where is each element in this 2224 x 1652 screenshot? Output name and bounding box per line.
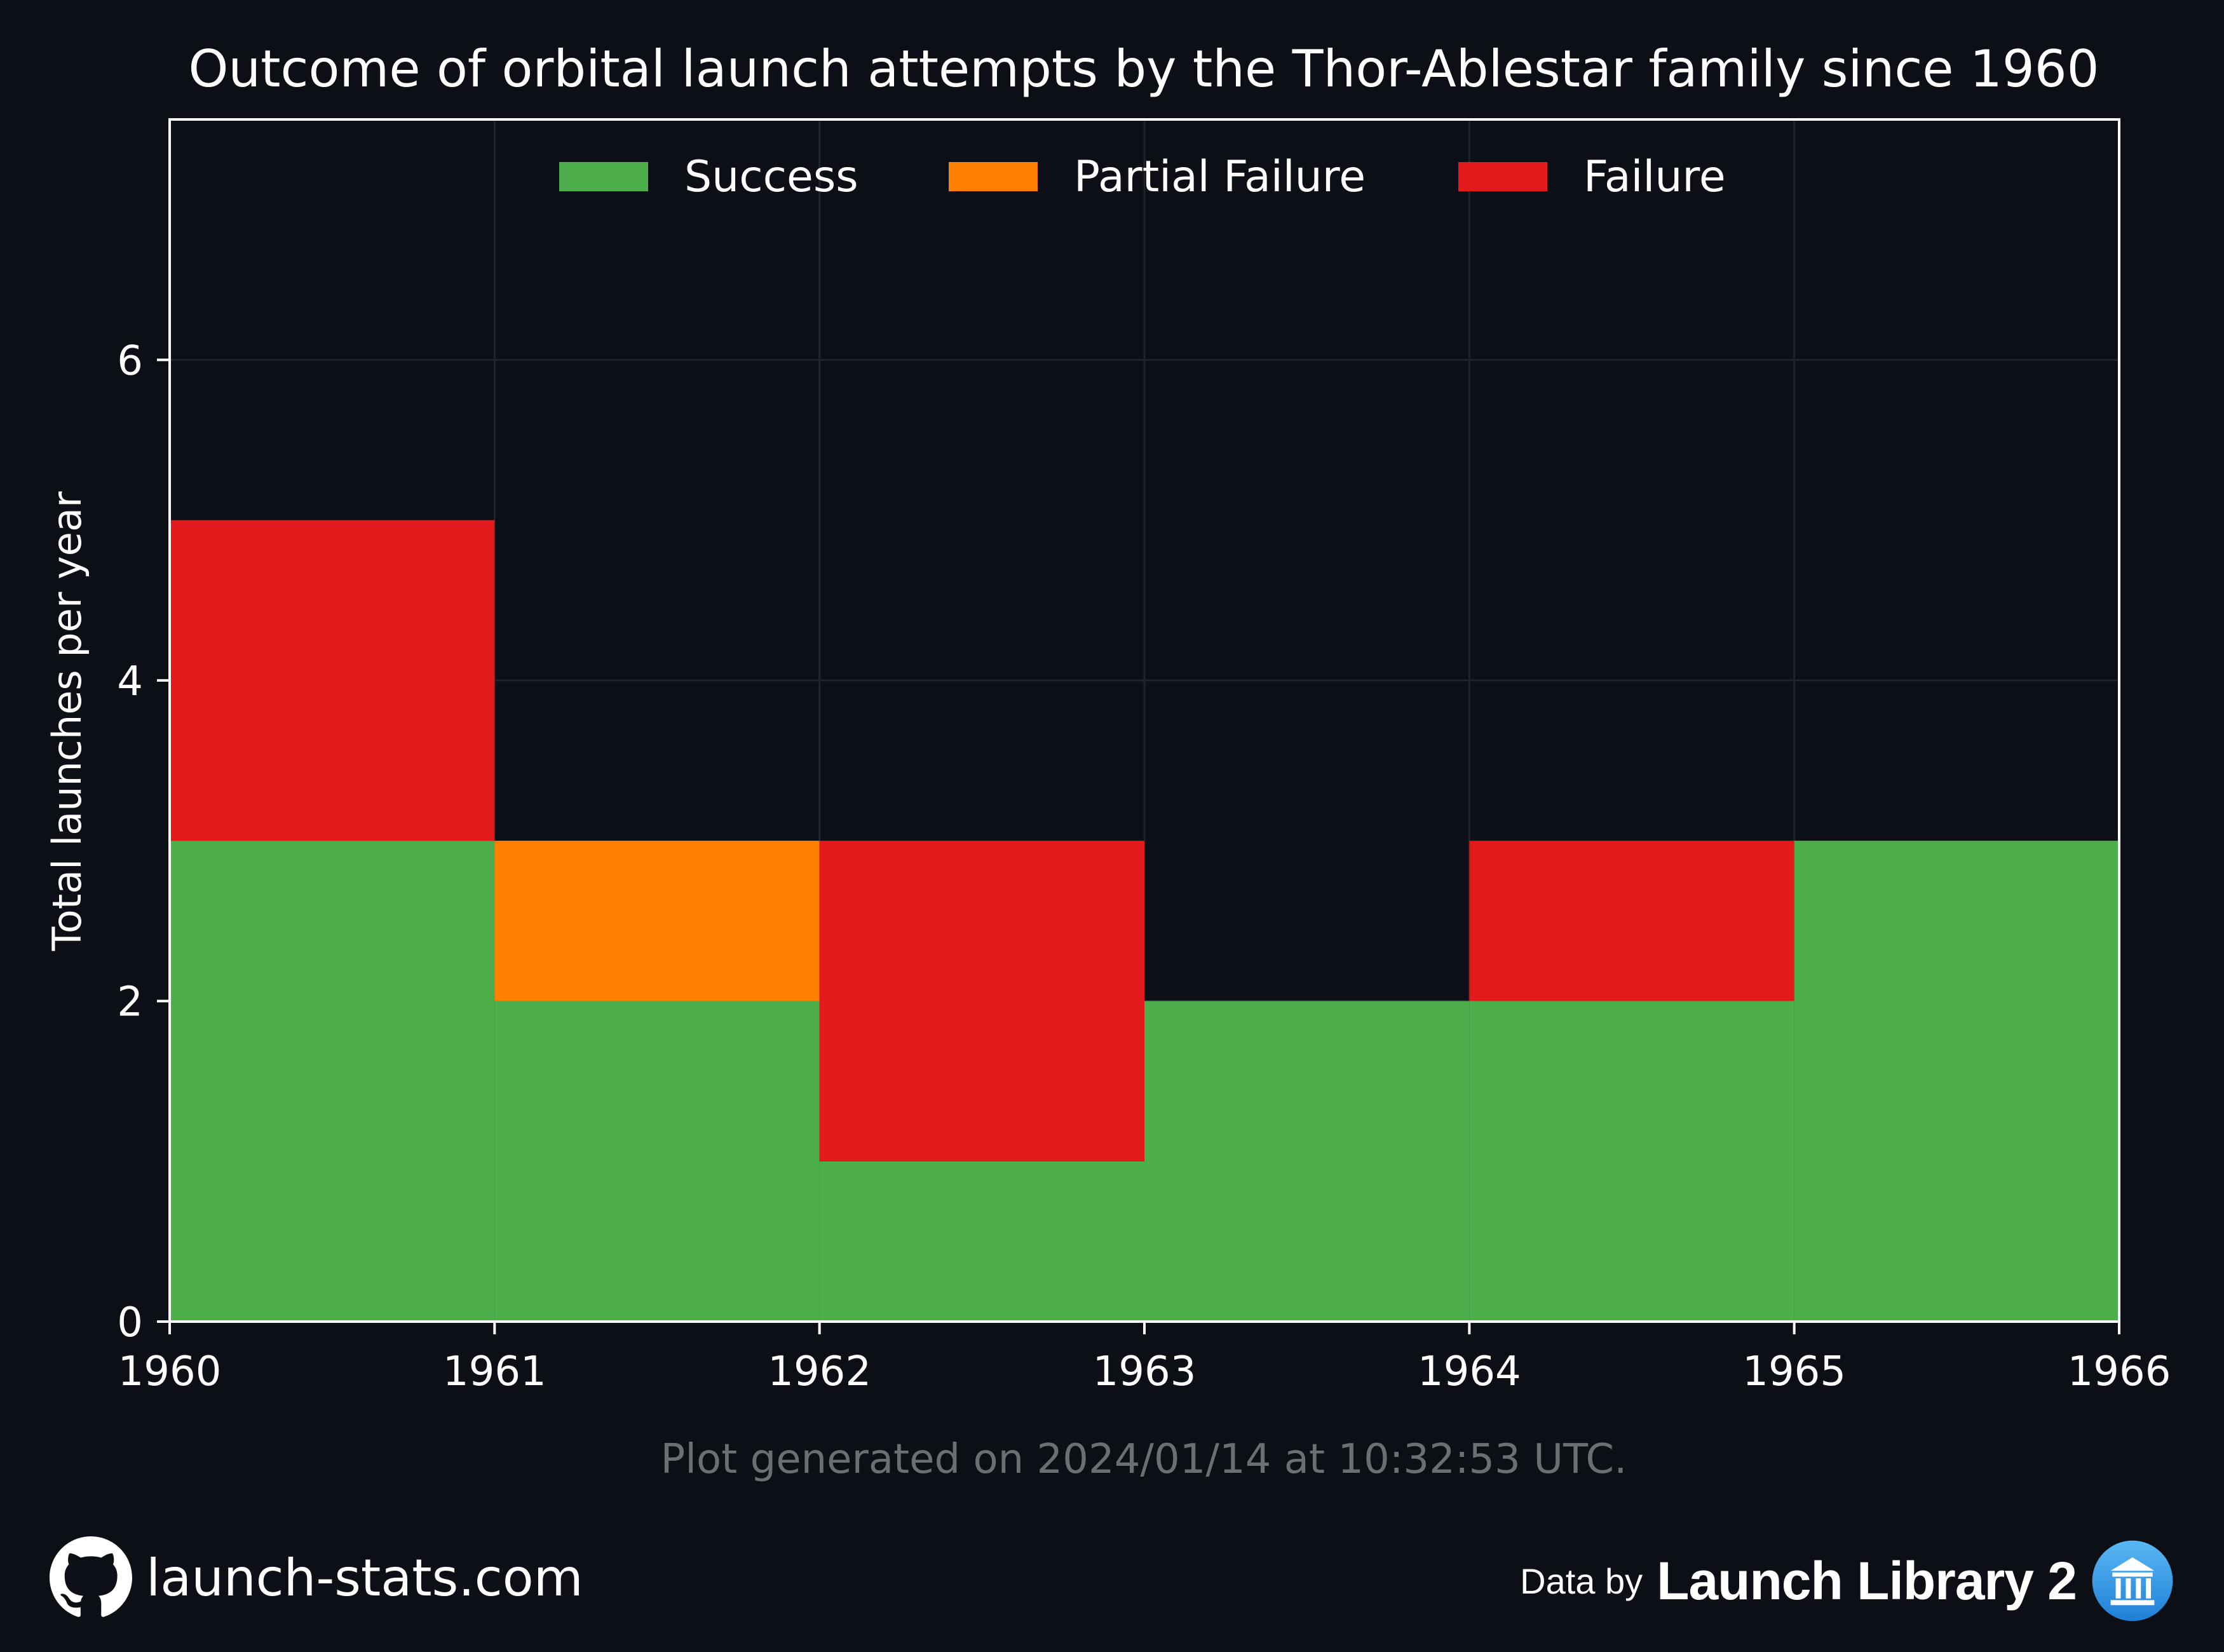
data-source-name: Launch Library 2 — [1657, 1550, 2077, 1611]
bars — [170, 520, 2119, 1322]
github-icon — [50, 1536, 132, 1617]
y-tick-label: 4 — [117, 658, 143, 705]
footer-data-source: Data by Launch Library 2 — [1520, 1536, 2174, 1625]
bar-failure-1960 — [170, 520, 495, 841]
x-tick-label: 1960 — [118, 1348, 222, 1395]
site-label: launch-stats.com — [146, 1548, 583, 1608]
x-tick-label: 1966 — [2068, 1348, 2171, 1395]
x-tick-label: 1965 — [1742, 1348, 1846, 1395]
y-tick-label: 6 — [117, 337, 143, 384]
bar-success-1964 — [1469, 1001, 1794, 1322]
legend-label-partial-failure: Partial Failure — [1074, 152, 1366, 202]
chart-title: Outcome of orbital launch attempts by th… — [188, 39, 2099, 98]
bar-success-1962 — [819, 1161, 1144, 1322]
bar-success-1961 — [494, 1001, 820, 1322]
legend-label-failure: Failure — [1583, 152, 1726, 202]
bar-success-1960 — [170, 841, 495, 1322]
x-tick-label: 1963 — [1093, 1348, 1197, 1395]
bar-partial-failure-1961 — [494, 841, 820, 1001]
bar-success-1963 — [1144, 1001, 1470, 1322]
x-tick-label: 1964 — [1418, 1348, 1521, 1395]
y-tick-label: 0 — [117, 1299, 143, 1346]
y-axis-label: Total launches per year — [44, 491, 90, 951]
bar-success-1965 — [1794, 841, 2119, 1322]
x-tick-label: 1962 — [768, 1348, 871, 1395]
x-tick-label: 1961 — [443, 1348, 546, 1395]
generated-note: Plot generated on 2024/01/14 at 10:32:53… — [661, 1436, 1627, 1483]
legend-swatch-failure — [1458, 162, 1547, 191]
axis-ticks: 1960 1961 1962 1963 1964 1965 1966 0 2 4 6 — [117, 337, 2171, 1395]
data-by-label: Data by — [1520, 1561, 1643, 1601]
launch-library-logo-icon — [2092, 1540, 2173, 1622]
legend-swatch-partial-failure — [949, 162, 1038, 191]
legend-label-success: Success — [684, 152, 858, 202]
y-tick-label: 2 — [117, 978, 143, 1026]
legend: Success Partial Failure Failure — [559, 152, 1726, 202]
legend-swatch-success — [559, 162, 648, 191]
footer-site[interactable]: launch-stats.com — [50, 1536, 583, 1619]
bar-failure-1962 — [819, 841, 1144, 1161]
bar-failure-1964 — [1469, 841, 1794, 1001]
